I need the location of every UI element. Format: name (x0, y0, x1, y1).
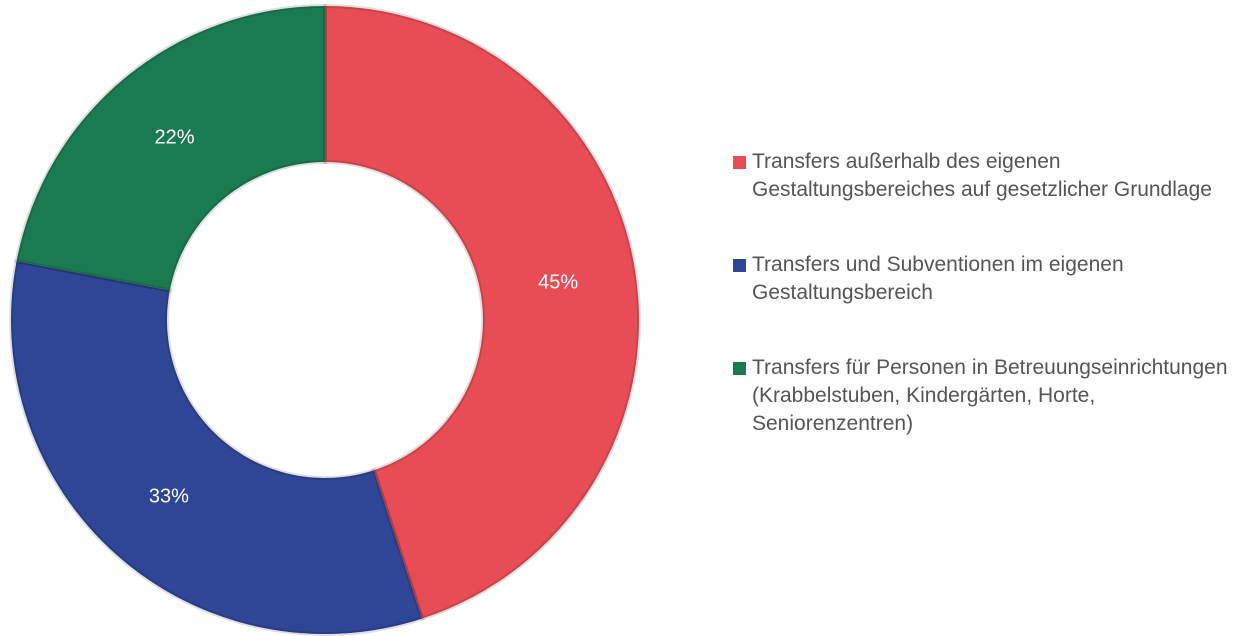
legend-item: Transfers für Personen in Betreuungseinr… (733, 354, 1243, 438)
legend-label: Transfers für Personen in Betreuungseinr… (752, 356, 1228, 435)
legend-item: Transfers außerhalb des eigenen Gestaltu… (733, 148, 1243, 204)
legend-label: Transfers außerhalb des eigenen Gestaltu… (752, 150, 1212, 201)
data-label: 33% (149, 485, 189, 507)
donut-slice (9, 258, 425, 636)
donut-slice (14, 3, 327, 293)
data-label: 45% (538, 271, 578, 293)
legend-swatch (733, 362, 746, 375)
legend-label: Transfers und Subventionen im eigenen Ge… (752, 253, 1124, 304)
legend: Transfers außerhalb des eigenen Gestaltu… (733, 148, 1243, 485)
data-label: 22% (155, 126, 195, 148)
legend-item: Transfers und Subventionen im eigenen Ge… (733, 251, 1243, 307)
legend-swatch (733, 156, 746, 169)
donut-slice (323, 3, 641, 622)
legend-swatch (733, 259, 746, 272)
